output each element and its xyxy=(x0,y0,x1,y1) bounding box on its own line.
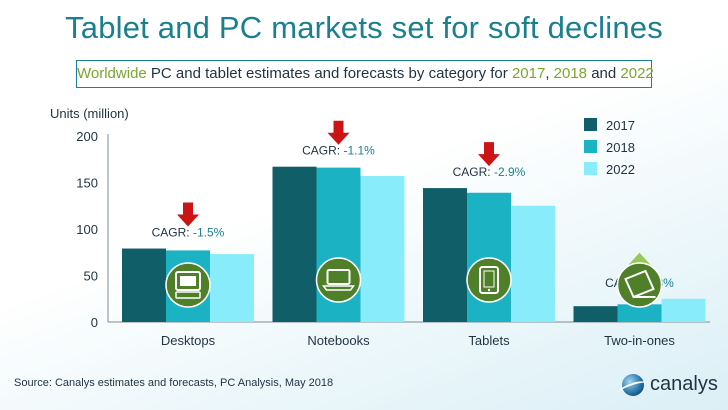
bar-two-in-ones-2017 xyxy=(573,306,618,322)
cagr-prefix: CAGR: xyxy=(453,165,494,179)
y-tick-label: 150 xyxy=(76,176,98,191)
y-tick-label: 0 xyxy=(91,315,98,330)
legend-swatch-2018 xyxy=(584,140,597,153)
bar-two-in-ones-2022 xyxy=(661,298,706,322)
tablet-home-button xyxy=(487,288,491,292)
cagr-label: CAGR: -2.9% xyxy=(453,165,526,179)
subtitle-text: PC and tablet estimates and forecasts by… xyxy=(146,65,512,82)
y-tick-label: 100 xyxy=(76,222,98,237)
laptop-icon xyxy=(326,269,351,285)
icon-circle xyxy=(466,257,512,303)
subtitle-year-2017: 2017 xyxy=(511,65,546,82)
x-tick-label: Notebooks xyxy=(307,333,370,348)
bar-tablets-2017 xyxy=(423,188,467,322)
subtitle-worldwide: Worldwide xyxy=(77,65,147,82)
legend-swatch-2022 xyxy=(584,162,597,175)
cagr-prefix: CAGR: xyxy=(152,226,193,240)
bar-notebooks-2017 xyxy=(272,166,317,322)
down-arrow-icon xyxy=(478,142,500,167)
tablet-screen xyxy=(483,270,495,288)
y-tick-label: 200 xyxy=(76,129,98,144)
chart-title: Tablet and PC markets set for soft decli… xyxy=(65,10,663,45)
desktop-icon xyxy=(175,271,201,291)
bar-notebooks-2022 xyxy=(360,175,405,322)
y-tick-label: 50 xyxy=(84,269,98,284)
cagr-label: CAGR: -1.5% xyxy=(152,226,225,240)
two-in-one-icon xyxy=(624,269,655,299)
subtitle-year-2018: 2018 xyxy=(553,65,588,82)
bar-two-in-ones-2018 xyxy=(617,304,662,322)
cagr-value: -2.9% xyxy=(494,165,526,179)
bar-tablets-2022 xyxy=(511,205,555,322)
legend-swatch-2017 xyxy=(584,118,597,131)
legend-label-2017: 2017 xyxy=(606,118,635,133)
icon-circle xyxy=(315,257,362,303)
legend-label-2022: 2022 xyxy=(606,162,635,177)
bar-desktops-2022 xyxy=(210,254,254,322)
subtitle-year-2022: 2022 xyxy=(620,65,654,82)
down-arrow-icon xyxy=(327,120,350,145)
subtitle-and: and xyxy=(587,65,621,82)
chart-subtitle: Worldwide PC and tablet estimates and fo… xyxy=(76,60,654,88)
canalys-logo: canalys xyxy=(618,372,722,398)
cagr-value: -1.5% xyxy=(193,226,225,240)
laptop-base xyxy=(322,285,355,291)
desktop-screen xyxy=(180,276,196,286)
cagr-prefix: CAGR: xyxy=(302,144,343,158)
x-tick-label: Tablets xyxy=(468,333,510,348)
x-tick-label: Desktops xyxy=(161,333,216,348)
down-arrow-icon xyxy=(177,202,199,227)
globe-logo-icon xyxy=(618,374,648,397)
icon-circle xyxy=(616,262,663,308)
legend-label-2018: 2018 xyxy=(606,140,635,155)
bar-desktops-2017 xyxy=(122,248,166,322)
cagr-label: CAGR: -1.1% xyxy=(302,144,375,158)
source-note: Source: Canalys estimates and forecasts,… xyxy=(14,377,334,389)
subtitle-separator: , xyxy=(545,65,554,82)
tablet-icon xyxy=(479,266,499,294)
y-axis-label: Units (million) xyxy=(50,106,129,121)
cagr-value: -1.1% xyxy=(343,144,375,158)
x-tick-label: Two-in-ones xyxy=(604,333,675,348)
desktop-keyboard xyxy=(175,291,201,299)
logo-text: canalys xyxy=(650,373,718,395)
